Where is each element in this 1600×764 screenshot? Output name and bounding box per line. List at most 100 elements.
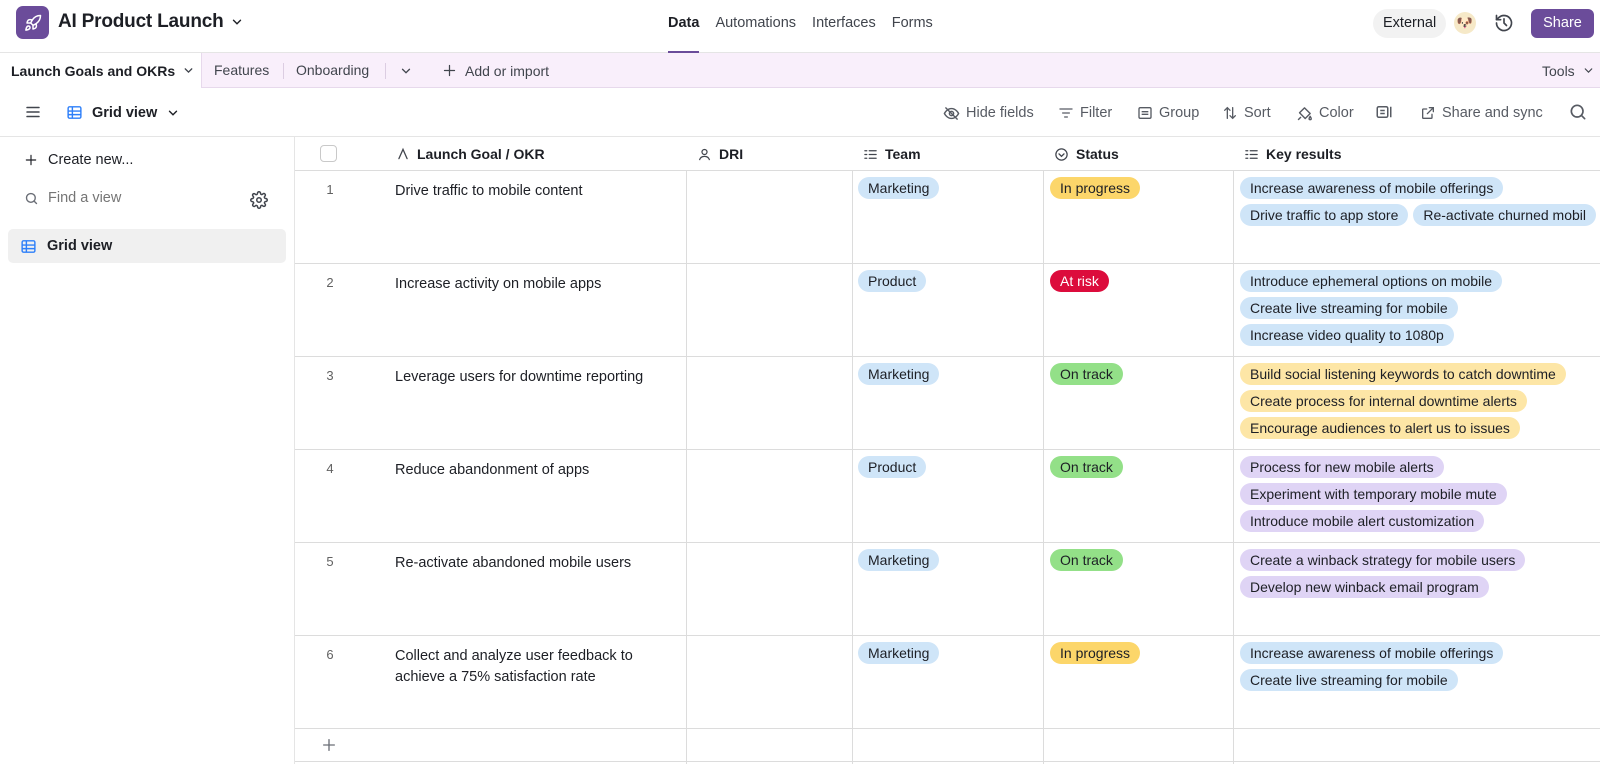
column-header-label: Launch Goal / OKR bbox=[417, 146, 545, 162]
hamburger-menu-icon[interactable] bbox=[24, 103, 42, 121]
plus-icon bbox=[443, 64, 456, 77]
cell-key-results[interactable]: Create a winback strategy for mobile use… bbox=[1240, 549, 1600, 603]
table-tab-features[interactable]: Features bbox=[214, 62, 270, 78]
cell-key-results[interactable]: Introduce ephemeral options on mobile Cre… bbox=[1240, 270, 1600, 351]
table-row[interactable]: 1 Drive traffic to mobile content Marketin… bbox=[295, 171, 1600, 264]
gear-icon[interactable] bbox=[250, 191, 268, 209]
tab-forms[interactable]: Forms bbox=[891, 15, 933, 31]
tools-menu[interactable]: Tools bbox=[1542, 53, 1595, 88]
key-result-tag[interactable]: Process for new mobile alerts bbox=[1240, 456, 1444, 478]
history-icon[interactable] bbox=[1494, 13, 1514, 33]
group-button[interactable]: Group bbox=[1137, 101, 1199, 125]
key-result-tag[interactable]: Develop new winback email program bbox=[1240, 576, 1489, 598]
key-result-tag[interactable]: Encourage audiences to alert us to issue… bbox=[1240, 417, 1520, 439]
key-result-tag[interactable]: Create process for internal downtime ale… bbox=[1240, 390, 1527, 412]
base-title[interactable]: AI Product Launch bbox=[58, 11, 244, 33]
create-new-view-button[interactable]: Create new... bbox=[24, 152, 133, 168]
chevron-down-icon[interactable] bbox=[399, 64, 413, 78]
key-result-tag[interactable]: Experiment with temporary mobile mute bbox=[1240, 483, 1507, 505]
key-result-tag[interactable]: Drive traffic to app store bbox=[1240, 204, 1409, 226]
cell-goal[interactable]: Drive traffic to mobile content bbox=[395, 183, 583, 199]
share-button[interactable]: Share bbox=[1531, 9, 1594, 38]
status-badge[interactable]: On track bbox=[1050, 363, 1123, 385]
key-result-tag[interactable]: Build social listening keywords to catch… bbox=[1240, 363, 1566, 385]
table-row[interactable]: 5 Re-activate abandoned mobile users Marke… bbox=[295, 543, 1600, 636]
view-switcher[interactable]: Grid view bbox=[66, 100, 180, 125]
select-all-checkbox[interactable] bbox=[320, 145, 337, 162]
status-badge[interactable]: In progress bbox=[1050, 642, 1141, 664]
cell-key-results[interactable]: Process for new mobile alerts Experiment … bbox=[1240, 456, 1600, 537]
team-tag[interactable]: Marketing bbox=[858, 363, 940, 385]
key-result-line: Introduce mobile alert customization bbox=[1240, 510, 1600, 537]
table-tabs-bar: Launch Goals and OKRs Features Onboardin… bbox=[0, 53, 1600, 88]
team-tag[interactable]: Product bbox=[858, 270, 927, 292]
color-button[interactable]: Color bbox=[1296, 101, 1354, 125]
table-tab-onboarding[interactable]: Onboarding bbox=[296, 62, 370, 78]
row-height-icon[interactable] bbox=[1375, 103, 1393, 121]
records-grid: Launch Goal / OKR DRI Team Status Key re… bbox=[295, 137, 1600, 764]
status-badge[interactable]: On track bbox=[1050, 456, 1123, 478]
key-result-tag[interactable]: Introduce ephemeral options on mobile bbox=[1240, 270, 1503, 292]
cell-key-results[interactable]: Increase awareness of mobile offerings Cr… bbox=[1240, 642, 1600, 696]
table-row[interactable]: 6 Collect and analyze user feedback to ac… bbox=[295, 636, 1600, 729]
column-header-dri[interactable]: DRI bbox=[688, 137, 743, 171]
external-button[interactable]: External bbox=[1373, 9, 1447, 38]
tab-interfaces[interactable]: Interfaces bbox=[812, 15, 876, 31]
status-badge[interactable]: On track bbox=[1050, 549, 1123, 571]
cell-goal[interactable]: Reduce abandonment of apps bbox=[395, 462, 590, 478]
sidebar-item-grid-view[interactable]: Grid view bbox=[8, 229, 286, 263]
cell-key-results[interactable]: Increase awareness of mobile offerings Dr… bbox=[1240, 177, 1600, 231]
rocket-icon[interactable] bbox=[16, 6, 49, 39]
add-or-import-button[interactable]: Add or import bbox=[442, 53, 549, 88]
share-and-sync-button[interactable]: Share and sync bbox=[1420, 101, 1543, 125]
team-tag[interactable]: Marketing bbox=[858, 177, 940, 199]
key-result-tag[interactable]: Create live streaming for mobile bbox=[1240, 669, 1458, 691]
eye-off-icon bbox=[943, 106, 960, 120]
tab-data[interactable]: Data bbox=[660, 0, 707, 53]
table-row[interactable]: 3 Leverage users for downtime reporting Ma… bbox=[295, 357, 1600, 450]
hide-fields-button[interactable]: Hide fields bbox=[943, 101, 1034, 125]
tab-automations[interactable]: Automations bbox=[715, 15, 797, 31]
status-badge[interactable]: In progress bbox=[1050, 177, 1141, 199]
add-record-row[interactable] bbox=[295, 729, 1600, 762]
cell-goal[interactable]: Leverage users for downtime reporting bbox=[395, 369, 644, 385]
sort-icon bbox=[1224, 106, 1236, 120]
table-row[interactable]: 4 Reduce abandonment of apps Product On tra… bbox=[295, 450, 1600, 543]
search-icon[interactable] bbox=[1568, 102, 1588, 122]
cell-goal[interactable]: Increase activity on mobile apps bbox=[395, 276, 602, 292]
key-result-tag[interactable]: Create a winback strategy for mobile use… bbox=[1240, 549, 1526, 571]
key-result-tag[interactable]: Introduce mobile alert customization bbox=[1240, 510, 1485, 532]
key-result-tag[interactable]: Create live streaming for mobile bbox=[1240, 297, 1458, 319]
key-result-tag[interactable]: Increase awareness of mobile offerings bbox=[1240, 177, 1504, 199]
cell-key-results[interactable]: Build social listening keywords to catch… bbox=[1240, 363, 1600, 444]
filter-label: Filter bbox=[1080, 105, 1113, 121]
chevron-down-icon[interactable] bbox=[182, 64, 195, 77]
multi-select-icon bbox=[864, 149, 877, 159]
filter-button[interactable]: Filter bbox=[1058, 101, 1112, 125]
column-header-team[interactable]: Team bbox=[854, 137, 921, 171]
cell-goal[interactable]: Collect and analyze user feedback to ach… bbox=[395, 648, 633, 685]
column-header-status[interactable]: Status bbox=[1045, 137, 1119, 171]
team-tag[interactable]: Product bbox=[858, 456, 927, 478]
key-result-line: Build social listening keywords to catch… bbox=[1240, 363, 1600, 390]
grid-view-icon bbox=[67, 106, 82, 119]
team-tag[interactable]: Marketing bbox=[858, 642, 940, 664]
views-sidebar: Create new... Grid view bbox=[0, 137, 295, 764]
column-header-goal[interactable]: Launch Goal / OKR bbox=[387, 137, 545, 171]
cell-goal[interactable]: Re-activate abandoned mobile users bbox=[395, 555, 632, 571]
sort-button[interactable]: Sort bbox=[1222, 101, 1271, 125]
view-name: Grid view bbox=[92, 104, 158, 121]
key-result-tag[interactable]: Re-activate churned mobil bbox=[1413, 204, 1597, 226]
table-tab-launch-goals[interactable]: Launch Goals and OKRs bbox=[0, 53, 202, 88]
tab-divider bbox=[283, 63, 284, 79]
key-result-tag[interactable]: Increase video quality to 1080p bbox=[1240, 324, 1454, 346]
plus-icon[interactable] bbox=[321, 737, 337, 753]
key-result-tag[interactable]: Increase awareness of mobile offerings bbox=[1240, 642, 1504, 664]
find-view-field bbox=[24, 190, 274, 206]
avatar[interactable]: 🐶 bbox=[1454, 12, 1476, 34]
find-view-input[interactable] bbox=[48, 190, 218, 206]
column-header-key-results[interactable]: Key results bbox=[1235, 137, 1341, 171]
team-tag[interactable]: Marketing bbox=[858, 549, 940, 571]
table-row[interactable]: 2 Increase activity on mobile apps Product… bbox=[295, 264, 1600, 357]
status-badge[interactable]: At risk bbox=[1050, 270, 1109, 292]
